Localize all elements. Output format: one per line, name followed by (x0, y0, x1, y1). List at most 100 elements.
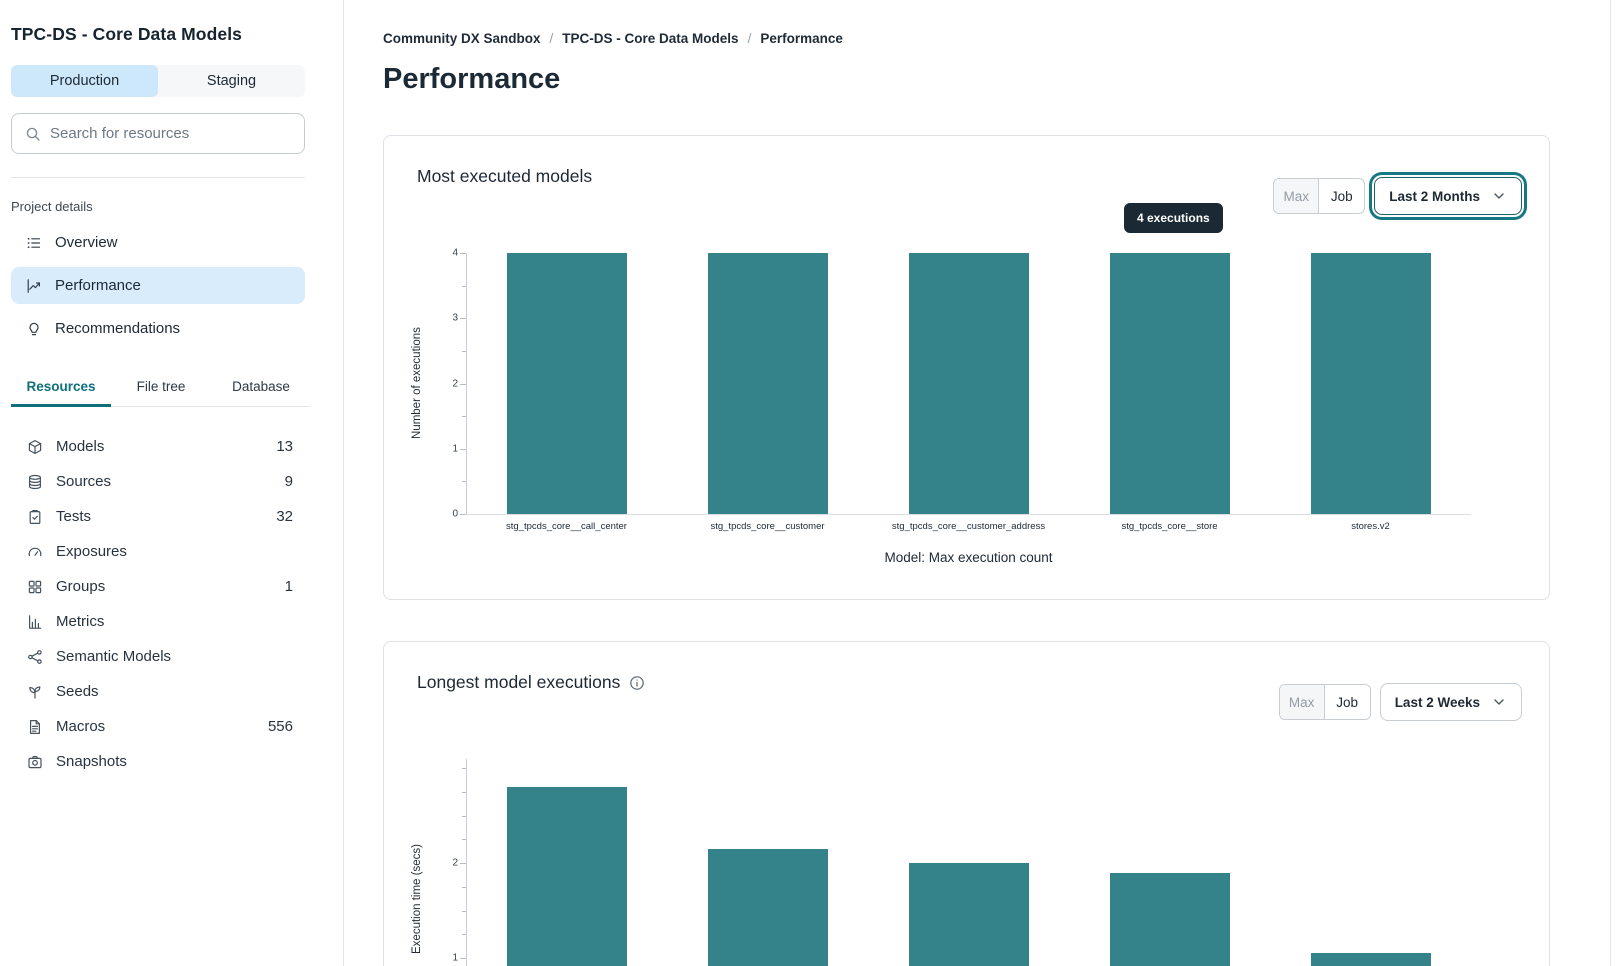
y-minor-tick (462, 481, 466, 483)
x-tick-label: stg_tpcds_core__store (1121, 521, 1218, 532)
resource-count: 32 (276, 508, 293, 525)
aggregation-toggle: Max Job (1273, 178, 1366, 214)
bar-stg-tpcds-core-customer-address[interactable] (908, 253, 1029, 514)
document-icon (27, 719, 43, 735)
chart-title-most-executed: Most executed models (417, 166, 592, 187)
longest-executions-card: Longest model executions Max Job Last 2 … (383, 641, 1550, 966)
resource-label: Groups (56, 578, 106, 595)
database-icon (27, 474, 43, 490)
date-range-select[interactable]: Last 2 Months (1374, 177, 1522, 215)
resource-count: 556 (267, 718, 293, 735)
resource-label: Seeds (56, 683, 99, 700)
y-tick-label: 1 (452, 443, 458, 455)
y-minor-tick (462, 839, 466, 841)
max-toggle-button[interactable]: Max (1274, 179, 1320, 213)
resource-item-tests[interactable]: Tests 32 (11, 499, 305, 534)
x-axis-line (466, 514, 1471, 515)
resource-label: Models (56, 438, 105, 455)
sidebar-item-performance[interactable]: Performance (11, 267, 305, 304)
node-graph-icon (27, 649, 43, 665)
tab-database[interactable]: Database (232, 379, 290, 394)
breadcrumb: Community DX Sandbox / TPC-DS - Core Data … (383, 30, 1621, 46)
resource-item-exposures[interactable]: Exposures (11, 534, 305, 569)
y-minor-tick (462, 350, 466, 352)
date-range-select[interactable]: Last 2 Weeks (1379, 683, 1522, 721)
bar-stg-tpcds-core-call-center[interactable] (506, 253, 627, 514)
resource-label: Semantic Models (56, 648, 172, 665)
resource-item-models[interactable]: Models 13 (11, 429, 305, 464)
tab-file-tree[interactable]: File tree (136, 379, 186, 394)
resource-label: Tests (56, 508, 92, 525)
project-details-label: Project details (11, 199, 93, 214)
resource-item-semantic-models[interactable]: Semantic Models (11, 639, 305, 674)
y-tick (460, 318, 466, 320)
tab-resources[interactable]: Resources (11, 379, 111, 407)
breadcrumb-separator: / (549, 30, 554, 46)
bar-stg-tpcds-core-customer[interactable] (707, 253, 828, 514)
y-tick-label: 2 (452, 857, 458, 869)
sidebar-item-recommendations[interactable]: Recommendations (11, 310, 305, 347)
y-tick (460, 253, 466, 254)
chart-tooltip: 4 executions (1124, 203, 1223, 233)
y-minor-tick (462, 910, 466, 912)
line-chart-icon (26, 278, 42, 294)
chevron-down-icon (1491, 694, 1507, 710)
cube-icon (27, 439, 43, 455)
bar-series-3[interactable] (908, 863, 1029, 966)
y-tick (460, 514, 466, 515)
y-minor-tick (462, 791, 466, 793)
resource-item-macros[interactable]: Macros 556 (11, 709, 305, 744)
list-icon (26, 235, 42, 251)
bar-chart-icon (27, 614, 43, 630)
resource-item-snapshots[interactable]: Snapshots (11, 744, 305, 779)
x-tick-label: stores.v2 (1351, 521, 1390, 532)
scrollbar-track[interactable] (1610, 0, 1621, 966)
chart-controls: Max Job Last 2 Months (1273, 177, 1522, 215)
max-toggle-button[interactable]: Max (1279, 685, 1325, 719)
y-tick (460, 863, 466, 864)
resource-count: 9 (284, 473, 293, 490)
resource-item-sources[interactable]: Sources 9 (11, 464, 305, 499)
chart-controls: Max Job Last 2 Weeks (1278, 683, 1522, 721)
y-axis-label: Number of executions (411, 327, 423, 440)
resource-count: 1 (284, 578, 293, 595)
bar-series-1[interactable] (506, 787, 627, 966)
bar-stores-v2[interactable] (1310, 253, 1431, 514)
clipboard-check-icon (27, 509, 43, 525)
search-box[interactable] (11, 113, 305, 154)
sidebar-item-label: Overview (55, 234, 118, 251)
resource-item-groups[interactable]: Groups 1 (11, 569, 305, 604)
breadcrumb-performance: Performance (760, 30, 843, 46)
sidebar-item-overview[interactable]: Overview (11, 224, 305, 261)
bar-series-2[interactable] (707, 848, 828, 966)
resource-item-seeds[interactable]: Seeds (11, 674, 305, 709)
resource-label: Exposures (56, 543, 127, 560)
env-tab-production[interactable]: Production (11, 65, 158, 97)
project-title: TPC-DS - Core Data Models (11, 24, 242, 44)
sidebar-item-label: Performance (55, 277, 141, 294)
bar-series-5[interactable] (1310, 953, 1431, 966)
bar-series-4[interactable] (1109, 872, 1230, 966)
breadcrumb-tpc-ds-core-data-models[interactable]: TPC-DS - Core Data Models (562, 30, 739, 46)
info-icon[interactable] (629, 675, 645, 691)
breadcrumb-community-dx-sandbox[interactable]: Community DX Sandbox (383, 30, 541, 46)
y-minor-tick (462, 934, 466, 936)
y-axis-line (466, 253, 467, 514)
job-toggle-button[interactable]: Job (1324, 685, 1370, 719)
chart-title-text: Longest model executions (417, 672, 621, 692)
env-tab-staging[interactable]: Staging (206, 73, 257, 89)
y-axis-label: Execution time (secs) (411, 844, 423, 954)
resource-item-metrics[interactable]: Metrics (11, 604, 305, 639)
x-tick-label: stg_tpcds_core__customer_address (891, 521, 1046, 532)
project-nav: Overview Performance Recommendations (11, 224, 343, 347)
sprout-icon (27, 684, 43, 700)
bar-stg-tpcds-core-store[interactable] (1109, 253, 1230, 514)
y-tick (460, 383, 466, 385)
y-tick-label: 0 (452, 508, 458, 520)
search-input[interactable] (50, 125, 291, 142)
job-toggle-button[interactable]: Job (1319, 179, 1365, 213)
x-tick-label: stg_tpcds_core__call_center (506, 521, 627, 532)
resource-label: Macros (56, 718, 106, 735)
